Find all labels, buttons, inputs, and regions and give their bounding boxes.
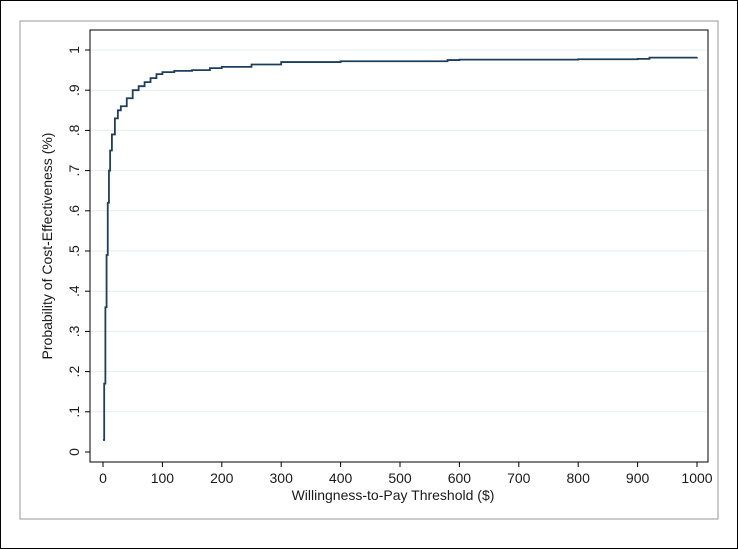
y-tick-label: .2 <box>66 366 82 378</box>
x-tick-label: 600 <box>448 470 472 486</box>
x-tick-label: 300 <box>270 470 294 486</box>
x-tick-label: 1000 <box>681 470 712 486</box>
gridlines <box>91 49 707 413</box>
axes <box>85 49 698 467</box>
y-tick-label: .3 <box>66 325 82 337</box>
x-tick-label: 800 <box>567 470 591 486</box>
x-tick-label: 0 <box>99 470 107 486</box>
y-tick-label: 0 <box>66 448 82 456</box>
x-axis-label: Willingness-to-Pay Threshold ($) <box>292 487 495 503</box>
y-tick-label: .8 <box>66 124 82 136</box>
y-tick-label: .4 <box>66 285 82 297</box>
x-tick-label: 400 <box>329 470 353 486</box>
tick-labels: 0 .1 .2 .3 .4 .5 .6 .7 .8 .9 1 0 100 200 300 400 500 600 7… <box>66 46 713 486</box>
y-axis-label: Probability of Cost-Effectiveness (%) <box>39 133 55 360</box>
y-tick-label: .5 <box>66 245 82 257</box>
series-line <box>103 56 698 441</box>
plot-area <box>89 29 709 463</box>
x-tick-label: 700 <box>507 470 531 486</box>
x-tick-label: 900 <box>626 470 650 486</box>
x-tick-label: 100 <box>151 470 175 486</box>
y-tick-label: .9 <box>66 84 82 96</box>
y-tick-label: .1 <box>66 406 82 418</box>
y-tick-label: .6 <box>66 205 82 217</box>
y-tick-label: 1 <box>66 46 82 54</box>
x-tick-label: 200 <box>210 470 234 486</box>
y-tick-label: .7 <box>66 165 82 177</box>
x-tick-label: 500 <box>388 470 412 486</box>
